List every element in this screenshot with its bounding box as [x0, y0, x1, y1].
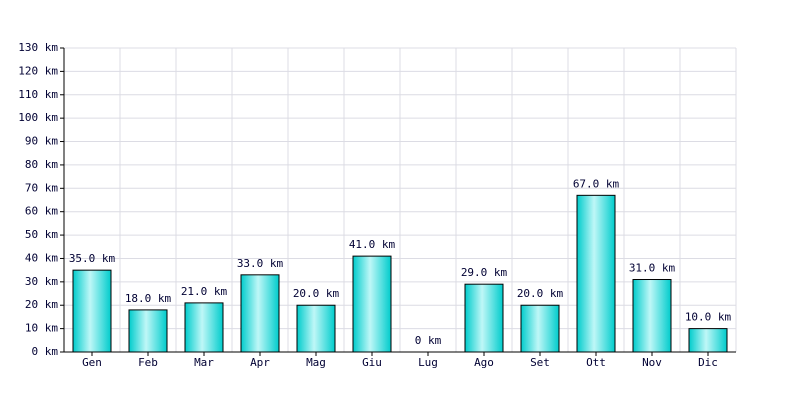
bar	[576, 194, 616, 353]
x-tick-label: Apr	[250, 356, 270, 369]
bar	[688, 328, 728, 353]
value-label: 0 km	[415, 334, 442, 347]
y-tick-label: 10 km	[25, 322, 58, 335]
y-tick-label: 20 km	[25, 298, 58, 311]
y-tick-label: 100 km	[18, 111, 58, 124]
bar	[72, 269, 112, 353]
x-tick-label: Ago	[474, 356, 494, 369]
bar	[352, 255, 392, 353]
y-tick-label: 40 km	[25, 251, 58, 264]
value-label: 41.0 km	[349, 238, 396, 251]
x-tick-label: Mar	[194, 356, 214, 369]
bar	[464, 283, 504, 353]
y-tick-label: 80 km	[25, 158, 58, 171]
value-label: 10.0 km	[685, 311, 732, 324]
y-tick-label: 70 km	[25, 181, 58, 194]
value-label: 21.0 km	[181, 285, 228, 298]
x-tick-label: Set	[530, 356, 550, 369]
bar	[184, 302, 224, 353]
x-tick-label: Nov	[642, 356, 662, 369]
x-tick-label: Ott	[586, 356, 606, 369]
y-tick-label: 120 km	[18, 64, 58, 77]
value-label: 33.0 km	[237, 257, 284, 270]
x-tick-label: Mag	[306, 356, 326, 369]
value-label: 67.0 km	[573, 177, 620, 190]
x-tick-label: Lug	[418, 356, 438, 369]
y-tick-label: 30 km	[25, 275, 58, 288]
bar	[520, 304, 560, 353]
y-tick-label: 110 km	[18, 88, 58, 101]
y-tick-label: 50 km	[25, 228, 58, 241]
x-tick-label: Giu	[362, 356, 382, 369]
x-tick-label: Gen	[82, 356, 102, 369]
value-label: 20.0 km	[293, 287, 340, 300]
bar	[632, 279, 672, 353]
x-tick-label: Dic	[698, 356, 718, 369]
value-label: 35.0 km	[69, 252, 116, 265]
value-label: 31.0 km	[629, 262, 676, 275]
y-tick-label: 60 km	[25, 205, 58, 218]
value-label: 29.0 km	[461, 266, 508, 279]
y-tick-label: 0 km	[32, 345, 59, 358]
bar	[128, 309, 168, 353]
bar	[240, 274, 280, 353]
y-tick-label: 130 km	[18, 41, 58, 54]
y-tick-label: 90 km	[25, 135, 58, 148]
x-tick-label: Feb	[138, 356, 158, 369]
value-label: 20.0 km	[517, 287, 564, 300]
bar	[296, 304, 336, 353]
value-label: 18.0 km	[125, 292, 172, 305]
